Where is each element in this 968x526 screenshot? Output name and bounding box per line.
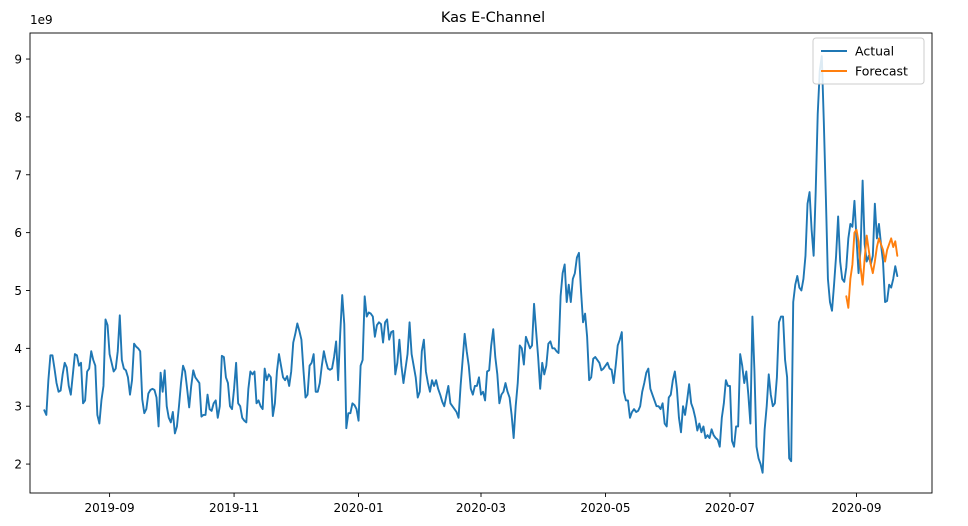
- plot-frame: [29, 32, 933, 494]
- series-line-forecast: [845, 228, 899, 309]
- y-tick-label: 9: [14, 53, 22, 67]
- y-tick-label: 7: [14, 168, 22, 182]
- x-tick-label: 2020-05: [580, 501, 630, 515]
- x-tick-label: 2019-09: [85, 501, 135, 515]
- legend-box: [812, 37, 925, 85]
- x-tick-label: 2020-01: [333, 501, 383, 515]
- x-tick-label: 2020-03: [456, 501, 506, 515]
- x-tick-label: 2020-07: [705, 501, 755, 515]
- legend-label-forecast: Forecast: [855, 64, 908, 79]
- y-tick-label: 6: [14, 226, 22, 240]
- chart-title: Kas E-Channel: [441, 10, 545, 26]
- y-tick-label: 5: [14, 284, 22, 298]
- x-tick-label: 2019-11: [209, 501, 259, 515]
- legend: Actual Forecast: [812, 37, 925, 85]
- y-tick-label: 2: [14, 458, 22, 472]
- y-tick-label: 8: [14, 110, 22, 124]
- series-layer: [43, 55, 899, 474]
- axes-layer: 2019-09 2019-11 2020-01 2020-03 2020-05 2020-…: [14, 32, 933, 515]
- series-line-actual: [43, 55, 899, 474]
- y-offset-label: 1e9: [30, 13, 53, 27]
- y-tick-label: 4: [14, 342, 22, 356]
- x-tick-label: 2020-09: [831, 501, 881, 515]
- legend-label-actual: Actual: [855, 44, 894, 59]
- y-tick-label: 3: [14, 400, 22, 414]
